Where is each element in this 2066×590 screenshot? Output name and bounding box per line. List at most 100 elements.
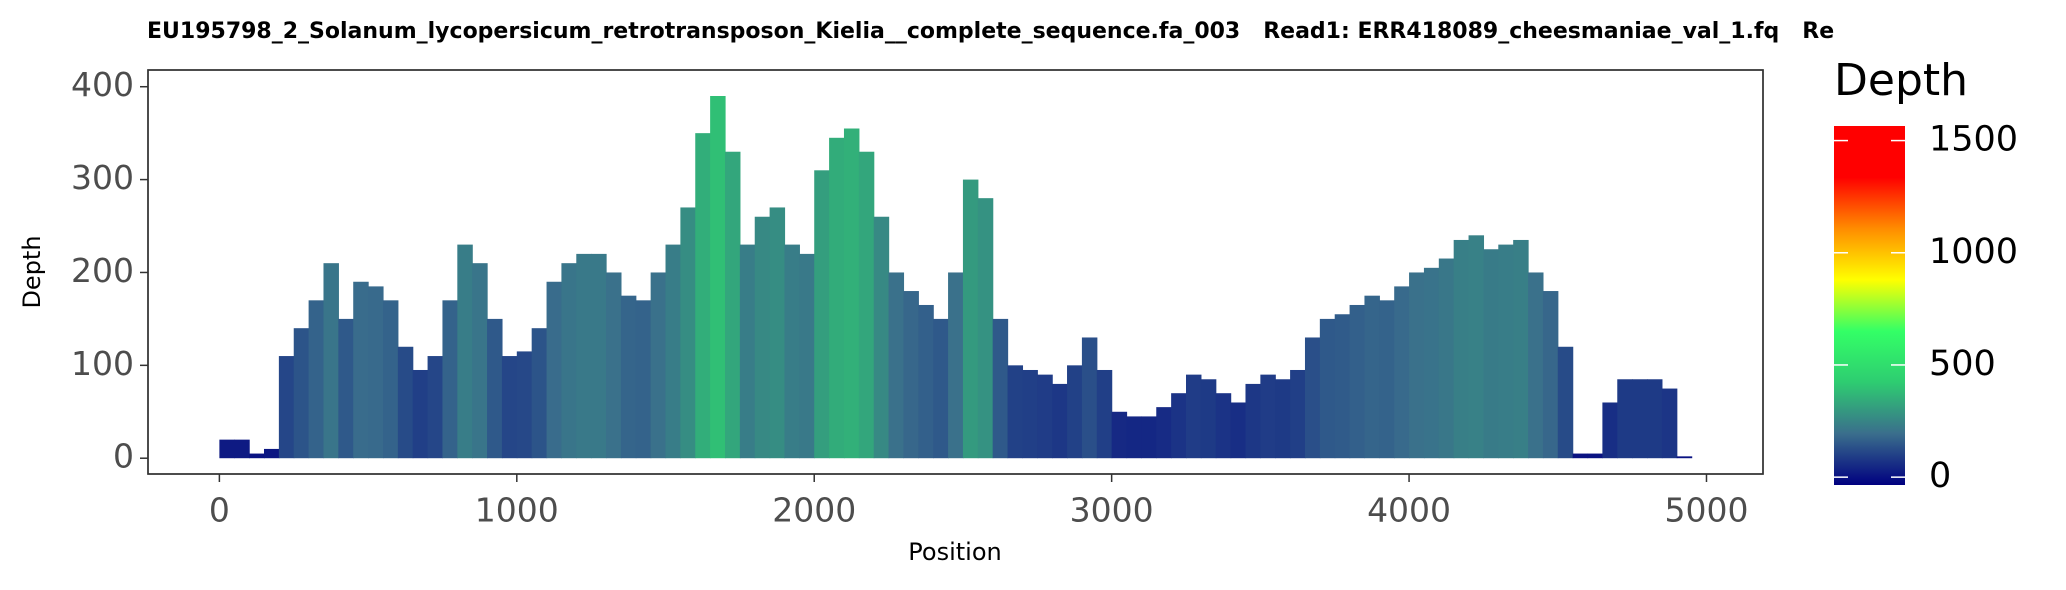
bar xyxy=(308,300,325,459)
colorbar-tick-label: 1500 xyxy=(1929,120,2018,160)
bar xyxy=(397,346,414,459)
bar xyxy=(1096,369,1113,459)
bar xyxy=(531,328,548,459)
bar xyxy=(1141,416,1157,459)
bar xyxy=(576,253,592,459)
bar xyxy=(1617,379,1633,459)
bar xyxy=(1304,337,1321,459)
bar xyxy=(843,128,860,459)
bar xyxy=(1111,411,1128,459)
bar xyxy=(858,151,875,459)
bar xyxy=(278,356,295,459)
colorbar xyxy=(1834,126,1905,485)
x-axis-title: Position xyxy=(908,538,1001,566)
bar xyxy=(487,318,503,459)
y-tick-label: 300 xyxy=(71,158,134,197)
bar xyxy=(1557,346,1574,459)
bar xyxy=(962,179,979,459)
bar xyxy=(1676,456,1693,459)
bar xyxy=(1602,402,1618,459)
y-tick-label: 0 xyxy=(113,437,134,476)
bar xyxy=(769,207,786,459)
bar xyxy=(1171,393,1187,459)
bar xyxy=(754,216,771,459)
bar xyxy=(457,244,473,459)
bar xyxy=(1572,453,1589,459)
bar xyxy=(353,281,369,459)
bar xyxy=(1394,286,1410,459)
bar xyxy=(665,244,681,459)
bar xyxy=(948,272,964,459)
bar xyxy=(606,272,622,459)
bar xyxy=(903,291,919,459)
bar xyxy=(338,318,354,459)
bar xyxy=(1483,249,1499,459)
bar xyxy=(784,244,800,459)
bar xyxy=(650,272,667,459)
bar xyxy=(1319,318,1336,459)
bar xyxy=(1260,374,1276,459)
chart-title: EU195798_2_Solanum_lycopersicum_retrotra… xyxy=(147,19,1834,44)
bar xyxy=(1186,374,1202,459)
colorbar-tick-label: 1000 xyxy=(1929,232,2018,272)
bar xyxy=(546,281,563,459)
bar xyxy=(1245,383,1261,459)
bar xyxy=(1364,295,1380,459)
bar xyxy=(1349,304,1366,459)
bar xyxy=(918,304,934,459)
x-tick-label: 4000 xyxy=(1367,491,1451,530)
bar xyxy=(1081,337,1098,459)
bar xyxy=(1498,244,1514,459)
bar xyxy=(724,151,741,459)
bar xyxy=(323,263,339,459)
colorbar-tick-label: 0 xyxy=(1929,456,1951,496)
x-tick-label: 3000 xyxy=(1070,491,1154,530)
x-tick-label: 0 xyxy=(209,491,230,530)
bar xyxy=(368,286,384,459)
bar xyxy=(829,137,845,459)
bar xyxy=(1409,272,1425,459)
bar xyxy=(710,96,726,459)
bar xyxy=(1215,393,1232,459)
y-tick-label: 400 xyxy=(71,65,134,104)
bar xyxy=(382,300,399,459)
y-tick-label: 200 xyxy=(71,251,134,290)
bar xyxy=(591,253,607,459)
bar xyxy=(1230,402,1247,459)
bar xyxy=(1513,239,1529,459)
bar xyxy=(561,263,577,459)
x-tick-label: 2000 xyxy=(772,491,856,530)
bar xyxy=(1528,272,1544,459)
bar xyxy=(635,300,652,459)
bar xyxy=(1542,291,1559,459)
bar xyxy=(1587,453,1603,459)
bar xyxy=(1067,365,1083,459)
bar xyxy=(1200,379,1217,459)
colorbar-tick-label: 500 xyxy=(1929,344,1996,384)
bar xyxy=(814,170,830,459)
bar xyxy=(234,439,250,459)
bar xyxy=(501,356,518,459)
bar xyxy=(442,300,458,459)
bar xyxy=(1379,300,1395,459)
bar xyxy=(1275,379,1291,459)
bar xyxy=(739,244,756,459)
bar xyxy=(888,272,905,459)
bar xyxy=(412,369,429,459)
bar xyxy=(799,253,815,459)
bar xyxy=(249,453,265,459)
legend-title: Depth xyxy=(1834,55,1968,106)
bar xyxy=(1423,267,1440,459)
bar xyxy=(1453,239,1470,459)
bar xyxy=(516,351,533,459)
bar xyxy=(1661,388,1678,459)
bar xyxy=(1022,369,1038,459)
bar xyxy=(219,439,235,459)
bar xyxy=(1126,416,1142,459)
y-axis-title: Depth xyxy=(18,235,46,308)
bar xyxy=(1632,379,1648,459)
bar xyxy=(1156,407,1172,459)
bar xyxy=(1290,369,1306,459)
bar xyxy=(1647,379,1663,459)
y-tick-label: 100 xyxy=(71,344,134,383)
